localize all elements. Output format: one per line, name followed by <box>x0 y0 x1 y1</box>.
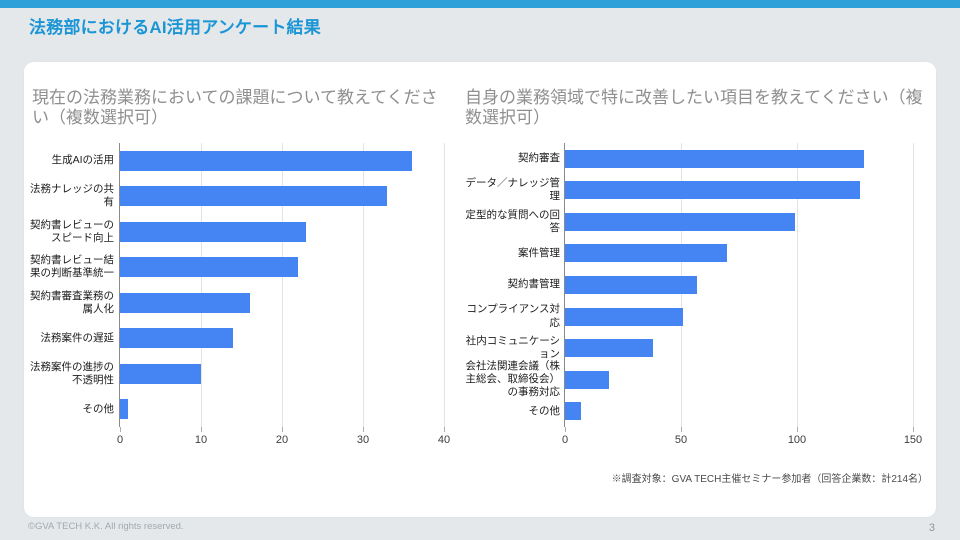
axis-tick <box>797 427 798 432</box>
category-label: 生成AIの活用 <box>51 154 114 167</box>
bar-7 <box>120 399 129 420</box>
bar-7 <box>565 370 610 389</box>
axis-tick <box>565 427 566 432</box>
bar-2 <box>120 221 307 242</box>
axis-tick <box>282 427 283 432</box>
axis-tick <box>444 427 445 432</box>
axis-tick-label: 0 <box>116 434 124 446</box>
axis-tick-label: 50 <box>674 434 688 446</box>
category-label: 案件管理 <box>518 246 560 259</box>
axis-tick <box>201 427 202 432</box>
category-label: 契約審査 <box>518 152 560 165</box>
axis-tick-label: 10 <box>194 434 208 446</box>
gridline <box>363 143 364 427</box>
bar-3 <box>120 257 299 278</box>
axis-tick-label: 30 <box>356 434 370 446</box>
page-number: 3 <box>928 522 935 534</box>
category-label: 社内コミュニケーション <box>465 334 560 361</box>
right-chart-plot: 契約審査データ／ナレッジ管理 定型的な質問への回答案件管理契約書管理コンプライアン… <box>465 143 927 451</box>
right-plot-body: 契約審査データ／ナレッジ管理 定型的な質問への回答案件管理契約書管理コンプライアン… <box>465 143 927 427</box>
bar-4 <box>120 292 250 313</box>
left-plot-body: 生成AIの活用法務ナレッジの共有 契約書レビューのスピード向上 契約書レビュー結果の… <box>29 143 456 427</box>
gridline <box>913 143 914 427</box>
left-chart: 現在の法務業務においての課題について教えてください（複数選択可） 生成AIの活用… <box>29 88 461 446</box>
left-category-labels: 生成AIの活用法務ナレッジの共有 契約書レビューのスピード向上 契約書レビュー結果の… <box>29 143 119 427</box>
category-label: 定型的な質問への回答 <box>465 208 561 234</box>
category-label: 法務案件の進捗の不透明性 <box>30 360 114 386</box>
category-label: 法務ナレッジの共有 <box>30 183 114 209</box>
category-label: 契約書審査業務の属人化 <box>30 289 114 315</box>
bar-2 <box>565 212 795 231</box>
gridline <box>282 143 283 427</box>
bar-5 <box>565 307 684 326</box>
content-card: 現在の法務業務においての課題について教えてください（複数選択可） 生成AIの活用… <box>24 62 936 517</box>
axis-tick <box>681 427 682 432</box>
bar-0 <box>565 149 865 168</box>
bar-4 <box>565 276 698 294</box>
axis-tick-label: 20 <box>275 434 289 446</box>
right-chart-title: 自身の業務領域で特に改善したい項目を教えてください（複数選択可） <box>465 88 923 127</box>
axis-tick-label: 40 <box>437 434 451 446</box>
right-plot-area <box>564 143 927 427</box>
bar-3 <box>565 244 728 263</box>
bar-1 <box>565 181 860 200</box>
left-plot-area <box>119 143 456 427</box>
page-title: 法務部におけるAI活用アンケート結果 <box>29 18 321 37</box>
top-accent-bar <box>0 0 960 8</box>
right-x-axis: 0 50 100 150 <box>562 427 927 451</box>
bar-1 <box>120 186 388 207</box>
right-chart: 自身の業務領域で特に改善したい項目を教えてください（複数選択可） 契約審査データ… <box>465 88 935 446</box>
left-x-axis: 0 10 20 30 40 <box>117 427 456 451</box>
axis-tick-label: 150 <box>903 434 923 446</box>
category-label: データ／ナレッジ管理 <box>465 177 561 203</box>
right-category-labels: 契約審査データ／ナレッジ管理 定型的な質問への回答案件管理契約書管理コンプライアン… <box>465 143 564 427</box>
left-chart-plot: 生成AIの活用法務ナレッジの共有 契約書レビューのスピード向上 契約書レビュー結果の… <box>29 143 456 451</box>
left-chart-title: 現在の法務業務においての課題について教えてください（複数選択可） <box>32 88 438 127</box>
category-label: 契約書レビューのスピード向上 <box>30 218 114 244</box>
gridline <box>797 143 798 427</box>
axis-tick-label: 0 <box>561 434 569 446</box>
category-label: 法務案件の遅延 <box>40 331 115 344</box>
survey-footnote: ※調査対象：GVA TECH主催セミナー参加者（回答企業数：計214名） <box>611 474 928 485</box>
category-label: コンプライアンス対応 <box>466 303 560 329</box>
axis-tick-label: 100 <box>787 434 807 446</box>
copyright-footer: ©GVA TECH K.K. All rights reserved. <box>28 521 184 532</box>
category-label: その他 <box>82 402 115 415</box>
axis-tick <box>120 427 121 432</box>
gridline <box>444 143 445 427</box>
axis-tick <box>913 427 914 432</box>
bar-6 <box>565 339 654 358</box>
axis-tick <box>363 427 364 432</box>
gridline <box>201 143 202 427</box>
bar-8 <box>565 402 582 421</box>
category-label: その他 <box>528 404 561 417</box>
category-label: 契約書レビュー結果の判断基準統一 <box>30 254 114 280</box>
bar-0 <box>120 150 412 171</box>
category-label: 契約書管理 <box>507 278 561 291</box>
bar-6 <box>120 363 201 384</box>
bar-5 <box>120 328 234 349</box>
category-label: 会社法関連会議（株主総会、取締役会）の事務対応 <box>465 359 561 399</box>
